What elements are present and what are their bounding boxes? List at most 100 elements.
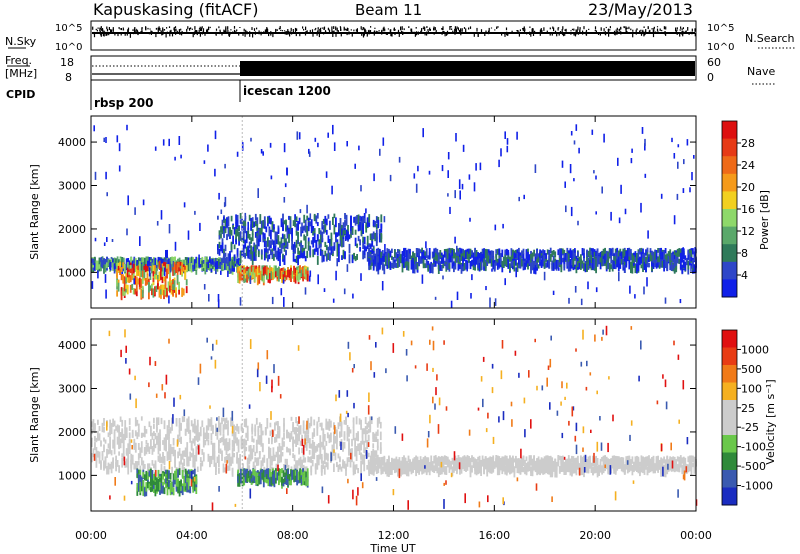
echo-cell (251, 255, 254, 266)
echo-cell (267, 217, 269, 224)
echo-cell (148, 267, 151, 277)
echo-cell (360, 440, 362, 451)
echo-cell (142, 432, 145, 437)
echo-cell (231, 259, 234, 266)
echo-cell (282, 242, 284, 249)
echo-cell (338, 252, 340, 263)
echo-cell (689, 187, 691, 193)
echo-cell (304, 441, 307, 448)
echo-cell (116, 280, 118, 287)
echo-cell (566, 257, 569, 266)
noise-point (434, 27, 436, 31)
echo-cell (95, 447, 98, 457)
echo-cell (134, 275, 137, 285)
echo-cell (122, 444, 125, 454)
echo-cell (227, 465, 229, 471)
echo-cell (240, 266, 242, 272)
echo-cell (470, 293, 472, 299)
echo-cell (472, 260, 475, 267)
echo-cell (276, 250, 278, 260)
noise-point (570, 30, 572, 32)
echo-cell (652, 251, 655, 258)
echo-cell (304, 287, 307, 295)
echo-cell (104, 274, 107, 283)
echo-cell (137, 268, 140, 276)
echo-cell (180, 483, 182, 491)
noise-point (523, 26, 525, 30)
echo-cell (346, 425, 349, 435)
echo-cell (575, 258, 578, 266)
echo-cell (692, 248, 694, 255)
echo-cell (205, 264, 208, 269)
echo-cell (224, 163, 226, 169)
noise-point (575, 29, 577, 32)
echo-cell (157, 447, 160, 455)
echo-cell (221, 219, 224, 226)
echo-cell (643, 261, 646, 270)
echo-cell (586, 261, 588, 272)
echo-cell (121, 429, 124, 437)
echo-cell (558, 267, 560, 271)
noise-point (199, 28, 202, 32)
echo-cell (156, 259, 158, 265)
echo-cell (207, 439, 210, 446)
echo-cell (481, 260, 483, 270)
echo-cell (570, 206, 573, 217)
echo-cell (160, 417, 163, 425)
noise-point (360, 26, 362, 30)
echo-cell (272, 447, 275, 456)
echo-cell (499, 253, 502, 262)
echo-cell (397, 249, 399, 254)
echo-cell (336, 429, 338, 434)
echo-cell (218, 423, 220, 432)
echo-cell (590, 254, 593, 263)
echo-cell (648, 263, 650, 268)
noise-point (328, 29, 331, 33)
echo-cell (130, 467, 133, 473)
echo-cell (407, 248, 410, 258)
echo-cell (165, 250, 167, 258)
echo-cell (303, 478, 306, 485)
echo-cell (294, 246, 296, 254)
noise-point (110, 29, 113, 32)
noise-trace (92, 26, 696, 38)
echo-cell (340, 430, 343, 437)
echo-cell (187, 477, 190, 485)
echo-cell (251, 217, 254, 223)
echo-cell (457, 251, 460, 261)
echo-cell (342, 222, 345, 232)
echo-cell (475, 250, 478, 257)
echo-cell (316, 256, 319, 265)
echo-cell (127, 195, 129, 206)
echo-cell (251, 221, 254, 228)
echo-cell (231, 467, 234, 475)
echo-cell (558, 252, 561, 257)
echo-cell (688, 248, 691, 257)
y-tick-label: 1000 (58, 266, 86, 279)
echo-cell (242, 438, 244, 449)
echo-cell (660, 253, 662, 260)
echo-cell (498, 249, 501, 256)
echo-cell (236, 249, 239, 256)
noise-point (477, 33, 479, 37)
echo-cell (524, 260, 526, 265)
echo-cell (163, 277, 165, 282)
echo-cell (375, 216, 378, 224)
noise-point (684, 31, 686, 33)
echo-cell (314, 137, 317, 142)
echo-cell (416, 262, 419, 270)
noise-point (599, 33, 601, 36)
echo-cell (416, 248, 419, 253)
echo-cell (513, 258, 516, 264)
echo-cell (410, 255, 413, 264)
echo-cell (552, 255, 555, 261)
echo-cell (286, 225, 289, 235)
echo-cell (518, 196, 520, 202)
noise-point (651, 28, 653, 30)
echo-cell (161, 275, 164, 284)
echo-cell (244, 273, 247, 279)
echo-cell (406, 265, 408, 271)
echo-cell (203, 160, 206, 164)
echo-cell (321, 251, 324, 256)
